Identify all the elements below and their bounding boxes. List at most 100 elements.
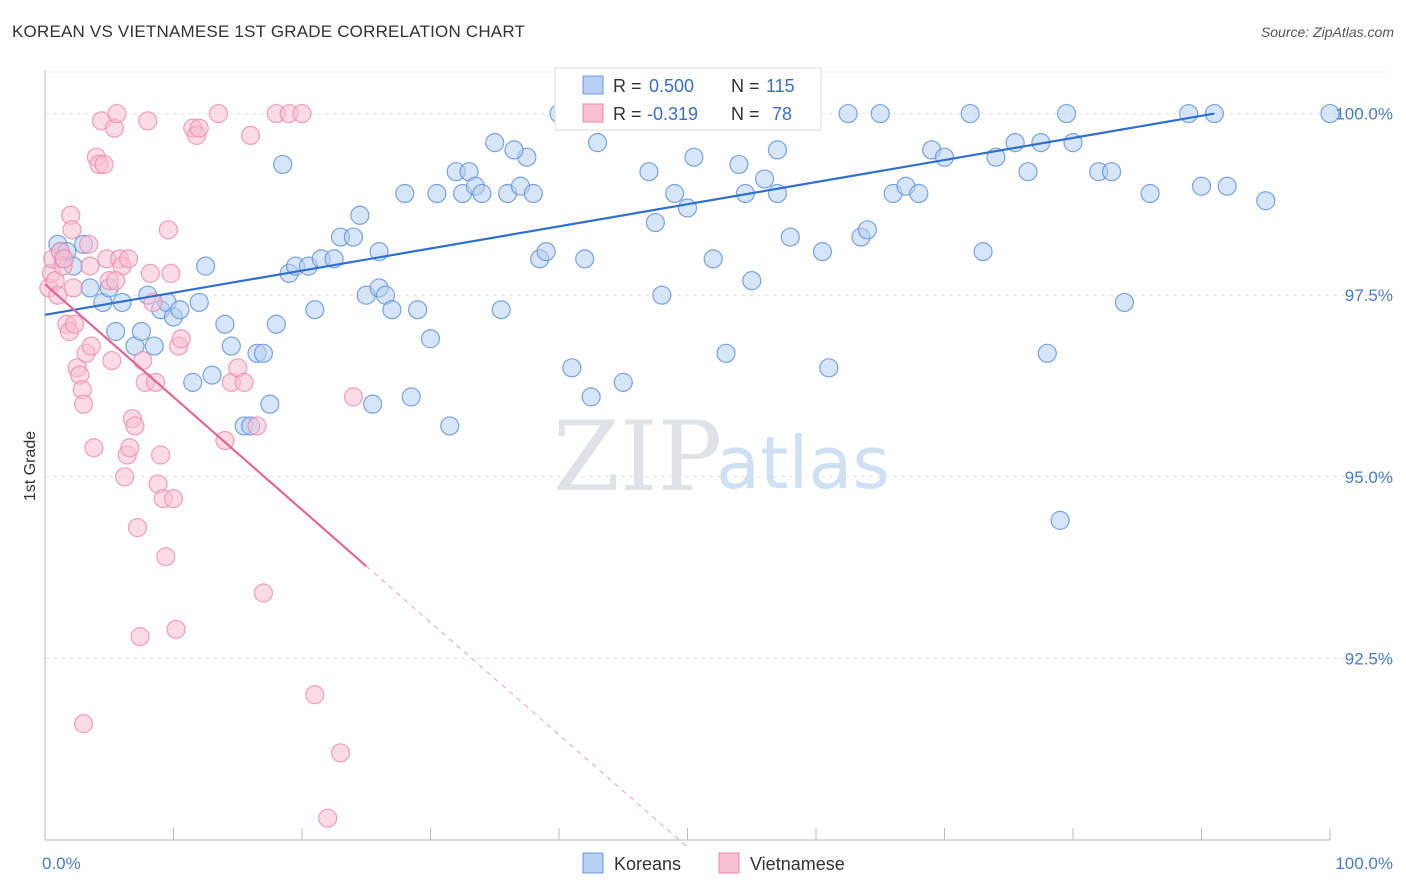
point-0-79 xyxy=(703,249,723,269)
point-0-83 xyxy=(754,169,775,189)
point-0-92 xyxy=(870,103,890,124)
point-0-8 xyxy=(106,321,126,342)
point-1-59 xyxy=(189,118,209,138)
point-0-28 xyxy=(273,154,293,175)
point-1-22 xyxy=(84,438,104,458)
point-1-51 xyxy=(158,220,178,240)
point-0-64 xyxy=(575,249,595,269)
legend-n-value-vietnamese: 78 xyxy=(772,104,792,124)
point-0-99 xyxy=(973,242,993,262)
point-0-77 xyxy=(684,147,704,167)
point-1-7 xyxy=(54,249,74,269)
point-1-43 xyxy=(138,111,158,131)
point-1-76 xyxy=(106,271,126,291)
point-0-48 xyxy=(440,416,460,436)
axes xyxy=(44,70,1331,841)
bottom-legend-swatch-koreans xyxy=(582,852,604,874)
y-tick-label-1: 95.0% xyxy=(1345,468,1393,487)
trend-line-koreans xyxy=(44,112,1215,316)
point-0-82 xyxy=(742,271,762,291)
source-credit: Source: ZipAtlas.com xyxy=(1260,24,1394,40)
point-0-111 xyxy=(1140,183,1160,204)
point-1-67 xyxy=(253,583,274,603)
point-0-11 xyxy=(131,321,151,342)
trend-line-vietnamese xyxy=(44,283,367,567)
point-1-60 xyxy=(208,103,229,124)
point-1-48 xyxy=(151,445,171,465)
point-1-56 xyxy=(171,329,191,349)
series-legend: Koreans Vietnamese xyxy=(582,852,845,874)
point-0-72 xyxy=(639,162,659,182)
y-tick-label-3: 100.0% xyxy=(1335,105,1393,124)
point-1-21 xyxy=(81,336,101,356)
point-0-122 xyxy=(189,292,209,313)
point-0-43 xyxy=(395,183,415,204)
point-0-105 xyxy=(1050,510,1070,530)
point-0-73 xyxy=(645,212,665,233)
point-0-45 xyxy=(408,300,428,320)
point-1-39 xyxy=(127,518,148,538)
y-tick-label-0: 92.5% xyxy=(1345,649,1393,668)
point-1-53 xyxy=(163,488,184,509)
point-1-71 xyxy=(305,685,325,705)
point-0-37 xyxy=(350,205,370,225)
point-0-119 xyxy=(729,154,749,175)
point-0-123 xyxy=(144,336,164,356)
point-0-39 xyxy=(363,394,383,414)
point-1-50 xyxy=(156,547,176,567)
point-0-53 xyxy=(472,183,492,204)
point-0-114 xyxy=(1256,191,1276,211)
watermark-atlas: atlas xyxy=(716,421,890,505)
point-1-12 xyxy=(63,278,83,298)
legend-n-label-vietnamese: N = xyxy=(731,104,760,124)
point-0-47 xyxy=(427,183,447,204)
point-0-17 xyxy=(183,372,203,392)
legend-swatch-koreans xyxy=(582,75,604,95)
point-0-87 xyxy=(812,242,833,262)
point-0-46 xyxy=(420,329,441,349)
point-0-63 xyxy=(562,358,582,378)
y-axis-label: 1st Grade xyxy=(22,431,39,501)
trend-extension-vietnamese xyxy=(365,565,688,848)
point-0-74 xyxy=(652,285,672,305)
point-1-31 xyxy=(107,103,127,124)
point-0-59 xyxy=(523,183,543,204)
point-1-75 xyxy=(73,714,94,734)
point-0-91 xyxy=(857,220,878,240)
point-1-64 xyxy=(234,372,254,392)
point-0-120 xyxy=(504,140,524,160)
legend-r-label-koreans: R = xyxy=(613,76,642,96)
legend-r-value-koreans: 0.500 xyxy=(649,76,694,96)
point-0-76 xyxy=(677,198,698,218)
legend-r-value-vietnamese: -0.319 xyxy=(647,104,698,124)
point-1-13 xyxy=(64,314,85,334)
point-0-61 xyxy=(536,242,556,262)
points-vietnamese xyxy=(39,103,363,828)
point-0-88 xyxy=(819,358,839,378)
bottom-legend-swatch-vietnamese xyxy=(718,852,740,874)
point-1-44 xyxy=(140,263,160,283)
watermark: ZIP atlas xyxy=(553,401,890,513)
point-0-89 xyxy=(838,103,858,124)
correlation-legend: R = 0.500 N = 115 R = -0.319 N = 78 xyxy=(554,67,822,131)
point-0-18 xyxy=(196,256,216,276)
point-0-104 xyxy=(1037,343,1057,363)
point-0-20 xyxy=(215,314,235,334)
point-0-69 xyxy=(613,372,633,392)
point-0-5 xyxy=(80,278,100,298)
x-tick-label-1: 100.0% xyxy=(1335,854,1393,873)
point-0-54 xyxy=(485,133,505,153)
point-0-27 xyxy=(266,314,286,334)
point-1-11 xyxy=(62,220,82,240)
point-0-110 xyxy=(1114,292,1135,313)
point-0-102 xyxy=(1018,162,1038,182)
point-0-85 xyxy=(780,227,800,247)
legend-r-label-vietnamese: R = xyxy=(613,104,642,124)
legend-n-value-koreans: 115 xyxy=(766,76,795,96)
bottom-legend-label-vietnamese: Vietnamese xyxy=(750,854,845,874)
point-1-29 xyxy=(102,350,122,371)
point-0-75 xyxy=(665,183,685,204)
point-0-80 xyxy=(716,343,736,363)
point-0-21 xyxy=(221,336,241,356)
